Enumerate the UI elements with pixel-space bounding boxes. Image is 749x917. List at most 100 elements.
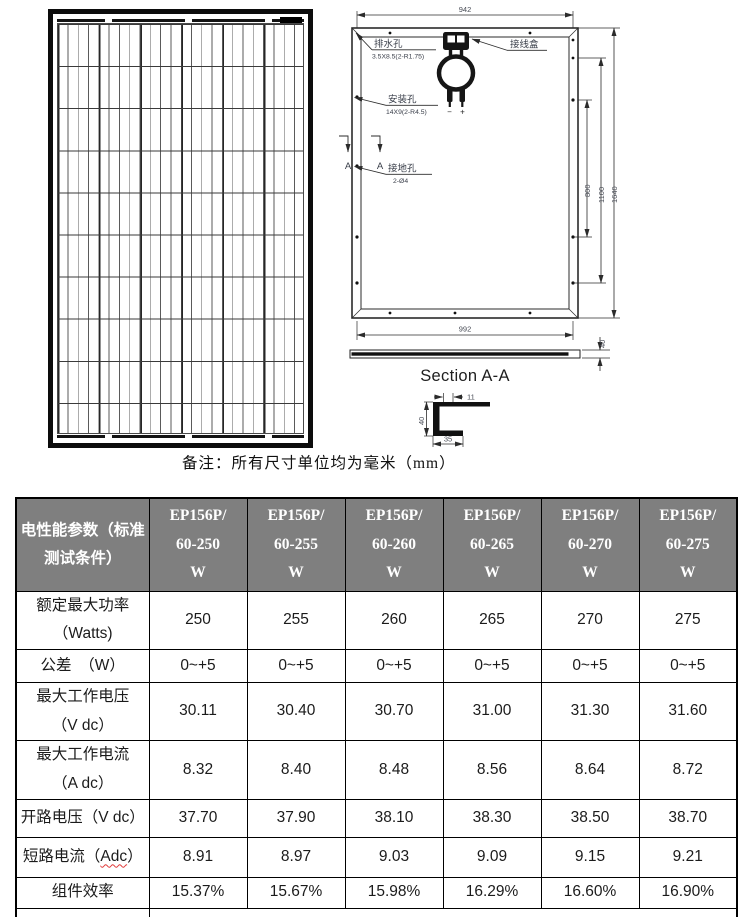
dim-1100-label: 1100 bbox=[597, 187, 606, 203]
dim-40-thickness-label: 40 bbox=[598, 340, 607, 348]
value-cell: 37.90 bbox=[246, 798, 346, 838]
row-label: 额定最大功率 （Watts) bbox=[15, 590, 150, 650]
value-cell: 9.15 bbox=[540, 836, 640, 878]
row-label: 最大工作电流 （A dc） bbox=[15, 740, 150, 800]
value-cell: 0~+5 bbox=[148, 648, 248, 683]
dim-1640-label: 1640 bbox=[610, 186, 619, 203]
value-cell: 255 bbox=[246, 590, 346, 650]
value-cell: 31.00 bbox=[442, 681, 542, 742]
dim-35-label: 35 bbox=[444, 435, 452, 444]
value-cell: 9.09 bbox=[442, 836, 542, 878]
dim-40-profile-label: 40 bbox=[417, 417, 426, 425]
value-cell: 0~+5 bbox=[638, 648, 738, 683]
dim-11-label: 11 bbox=[467, 393, 475, 402]
value-cell: 250 bbox=[148, 590, 248, 650]
value-cell: 0~+5 bbox=[246, 648, 346, 683]
rail-notch bbox=[185, 18, 192, 23]
section-aa-view: 40 Section A-A bbox=[349, 337, 610, 385]
solar-cell-grid bbox=[57, 23, 304, 434]
mount-hole-spec: 14X9(2-R4.5) bbox=[386, 109, 427, 116]
value-cell: 31.60 bbox=[638, 681, 738, 742]
dims-right: 800 1100 1640 bbox=[573, 27, 620, 319]
value-cell: 8.64 bbox=[540, 740, 640, 800]
panel-bottom-rail bbox=[57, 434, 304, 439]
junction-box-graphic: − + bbox=[436, 32, 476, 117]
param-header-cell: 电性能参数（标准测试条件） bbox=[15, 497, 150, 592]
value-cell: 8.32 bbox=[148, 740, 248, 800]
value-cell: 15.67% bbox=[246, 876, 346, 909]
value-cell: 8.72 bbox=[638, 740, 738, 800]
drain-hole-spec: 3.5X8.5(2-R1.75) bbox=[372, 54, 424, 61]
row-label: 短路电流（Adc） bbox=[15, 836, 150, 878]
model-header-cell: EP156P/60-275 W bbox=[638, 497, 738, 592]
value-cell: 8.56 bbox=[442, 740, 542, 800]
misspelled-adc: Adc bbox=[100, 847, 128, 865]
value-cell: 0~+5 bbox=[442, 648, 542, 683]
value-cell: 31.30 bbox=[540, 681, 640, 742]
table-row-isc: 短路电流（Adc） 8.91 8.97 9.03 9.09 9.15 9.21 bbox=[15, 836, 738, 878]
model-header-cell: EP156P/60-250 W bbox=[148, 497, 248, 592]
rail-notch bbox=[105, 18, 112, 23]
rail-notch bbox=[185, 434, 192, 439]
value-cell: 38.50 bbox=[540, 798, 640, 838]
ground-hole-label: 接地孔 bbox=[388, 163, 417, 175]
panel-top-rail bbox=[57, 18, 304, 23]
table-header-row: 电性能参数（标准测试条件） EP156P/60-250 W EP156P/60-2… bbox=[15, 497, 738, 592]
row-label: 开路电压（V dc） bbox=[15, 798, 150, 838]
dim-942: 942 bbox=[356, 5, 574, 28]
solar-panel-front-view bbox=[48, 9, 313, 448]
value-cell: 9.03 bbox=[344, 836, 444, 878]
minus-terminal-label: − bbox=[447, 108, 452, 117]
model-header-cell: EP156P/60-265 W bbox=[442, 497, 542, 592]
empty-cell bbox=[15, 907, 150, 917]
value-cell: 30.11 bbox=[148, 681, 248, 742]
empty-cell bbox=[148, 907, 738, 917]
value-cell: 8.97 bbox=[246, 836, 346, 878]
frame-profile-detail: 11 40 35 bbox=[417, 393, 490, 447]
table-row-tolerance: 公差 （W） 0~+5 0~+5 0~+5 0~+5 0~+5 0~+5 bbox=[15, 648, 738, 683]
value-cell: 9.21 bbox=[638, 836, 738, 878]
rail-notch bbox=[105, 434, 112, 439]
value-cell: 0~+5 bbox=[344, 648, 444, 683]
model-header-cell: EP156P/60-270 W bbox=[540, 497, 640, 592]
row-label: 组件效率 bbox=[15, 876, 150, 909]
value-cell: 16.60% bbox=[540, 876, 640, 909]
value-cell: 37.70 bbox=[148, 798, 248, 838]
table-row-vmp: 最大工作电压 （V dc） 30.11 30.40 30.70 31.00 31.… bbox=[15, 681, 738, 742]
section-marker-a1: A bbox=[345, 161, 352, 172]
value-cell: 0~+5 bbox=[540, 648, 640, 683]
value-cell: 8.91 bbox=[148, 836, 248, 878]
section-marker-a2: A bbox=[377, 161, 384, 172]
value-cell: 16.90% bbox=[638, 876, 738, 909]
dim-992: 992 bbox=[356, 321, 574, 340]
model-header-cell: EP156P/60-260 W bbox=[344, 497, 444, 592]
rail-notch bbox=[265, 434, 272, 439]
table-row-efficiency: 组件效率 15.37% 15.67% 15.98% 16.29% 16.60% … bbox=[15, 876, 738, 909]
drain-hole-label: 排水孔 bbox=[374, 38, 403, 50]
table-row-voc: 开路电压（V dc） 37.70 37.90 38.10 38.30 38.50… bbox=[15, 798, 738, 838]
value-cell: 38.10 bbox=[344, 798, 444, 838]
plus-terminal-label: + bbox=[460, 108, 465, 117]
row-label: 公差 （W） bbox=[15, 648, 150, 683]
dim-992-label: 992 bbox=[459, 325, 472, 334]
panel-label-chip bbox=[280, 17, 302, 23]
value-cell: 15.37% bbox=[148, 876, 248, 909]
rear-view-cad-drawing: 942 − + 排水孔 3.5X8.5(2-R1.75) 接线盒 bbox=[339, 5, 620, 447]
callout-junction-box: 接线盒 bbox=[471, 39, 547, 51]
value-cell: 260 bbox=[344, 590, 444, 650]
value-cell: 270 bbox=[540, 590, 640, 650]
value-cell: 30.40 bbox=[246, 681, 346, 742]
row-label: 最大工作电压 （V dc） bbox=[15, 681, 150, 742]
value-cell: 8.48 bbox=[344, 740, 444, 800]
value-cell: 15.98% bbox=[344, 876, 444, 909]
rail-notch bbox=[265, 18, 272, 23]
frame-outline bbox=[351, 27, 579, 319]
junction-box-label: 接线盒 bbox=[510, 39, 539, 51]
table-row-empty bbox=[15, 907, 738, 917]
value-cell: 8.40 bbox=[246, 740, 346, 800]
callout-mount-hole: 安装孔 14X9(2-R4.5) bbox=[354, 94, 438, 116]
dimensions-note: 备注：所有尺寸单位均为毫米（mm） bbox=[182, 455, 456, 472]
dim-942-label: 942 bbox=[459, 5, 472, 14]
ground-hole-spec: 2-Ø4 bbox=[393, 178, 408, 185]
mount-hole-label: 安装孔 bbox=[388, 94, 417, 106]
